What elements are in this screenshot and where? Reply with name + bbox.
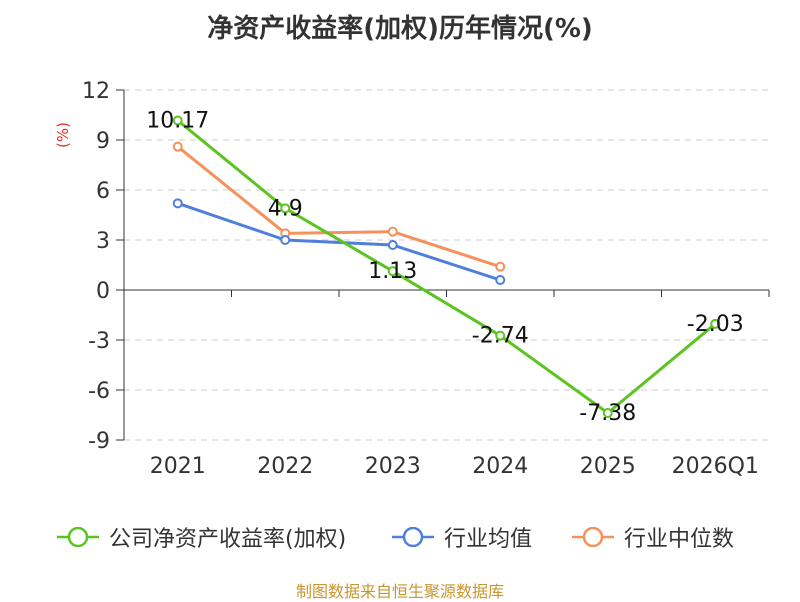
series-0-point-1 (280, 203, 291, 214)
series-line-2 (176, 145, 501, 269)
y-tick-label-2: 6 (96, 179, 110, 204)
data-label-1: 4.9 (268, 196, 303, 221)
data-label-2: 1.13 (368, 259, 417, 284)
legend-label-industry-mean: 行业均值 (444, 527, 533, 552)
legend-item-industry-mean[interactable]: 行业均值 (390, 520, 532, 554)
legend-label-company-roe: 公司净资产收益率(加权) (109, 527, 347, 552)
y-tick-label-5: -3 (88, 329, 110, 354)
y-tick-label-1: 9 (96, 129, 110, 154)
legend-item-industry-median[interactable]: 行业中位数 (570, 520, 734, 554)
data-label-0: 10.17 (146, 109, 209, 134)
x-tick-label-5: 2026Q1 (672, 454, 759, 479)
series-1-point-1 (280, 235, 291, 245)
legend-label-industry-median: 行业中位数 (624, 527, 735, 552)
legend-marker-company-roe (57, 527, 99, 547)
data-source-footer: 制图数据来自恒生聚源数据库 (295, 582, 504, 601)
x-tick-label-2: 2023 (365, 454, 421, 479)
legend-item-company-roe[interactable]: 公司净资产收益率(加权) (55, 520, 346, 554)
legend-marker-industry-median (572, 527, 614, 547)
series-0-point-3 (495, 330, 506, 341)
chart-title: 净资产收益率(加权)历年情况(%) (207, 14, 593, 44)
y-tick-label-3: 3 (96, 229, 110, 254)
series-1-point-2 (387, 240, 398, 250)
series-0-point-4 (602, 408, 613, 418)
series-2-point-3 (495, 261, 506, 272)
series-0-point-2 (387, 266, 398, 277)
series-1-point-3 (495, 275, 506, 285)
data-label-5: -2.03 (687, 312, 744, 337)
data-label-3: -2.74 (472, 324, 529, 349)
x-tick-label-4: 2025 (580, 454, 636, 479)
y-tick-label-4: 0 (96, 279, 110, 304)
series-line-1 (177, 201, 501, 282)
series-1-point-0 (172, 198, 183, 209)
legend-circle-1 (402, 527, 424, 547)
legend: 公司净资产收益率(加权) 行业均值 行业中位数 (0, 520, 800, 554)
data-label-4: -7.38 (579, 401, 636, 426)
legend-circle-0 (67, 527, 89, 547)
line-chart: 12 9 6 3 0 -3 -6 -9 2021 2022 2023 2024 2025 2026Q1 10… (82, 79, 770, 479)
y-tick-label-6: -6 (88, 379, 110, 404)
x-tick-label-0: 2021 (150, 454, 206, 479)
legend-circle-2 (582, 527, 604, 547)
y-tick-label-0: 12 (82, 79, 110, 104)
series-line-0 (176, 119, 717, 415)
series-2-point-0 (172, 141, 183, 152)
x-tick-label-3: 2024 (472, 454, 528, 479)
series-0-point-5 (710, 318, 721, 329)
series-2-point-2 (387, 226, 398, 237)
y-tick-label-7: -9 (88, 429, 110, 454)
series-0-point-0 (172, 115, 183, 126)
x-tick-label-1: 2022 (257, 454, 313, 479)
legend-marker-industry-mean (392, 527, 434, 547)
